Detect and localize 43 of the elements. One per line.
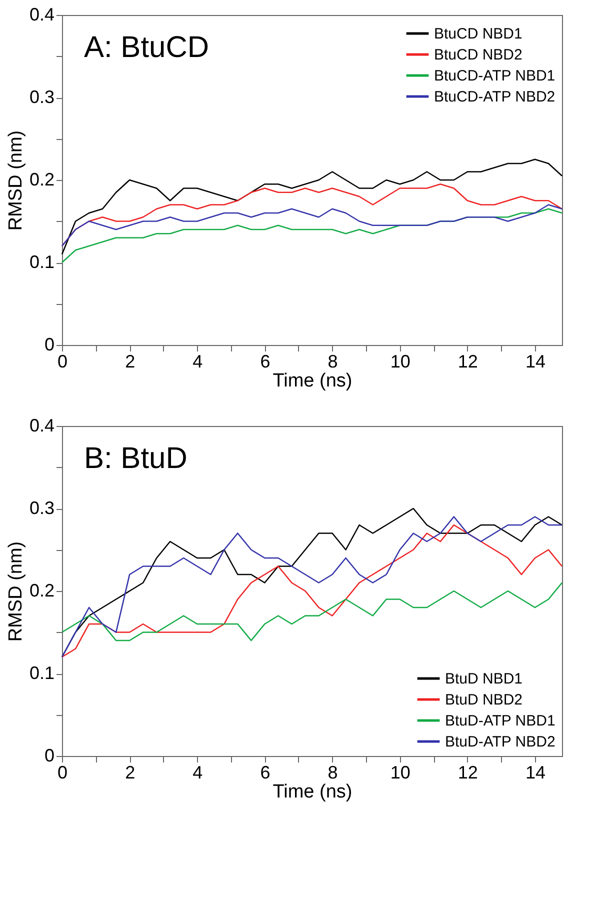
line-series [61,582,563,642]
x-tick-label: 0 [57,352,68,372]
y-tick-label: 0 [44,334,54,354]
y-tick-label: 0.1 [29,252,54,272]
x-tick-label: 8 [328,762,338,782]
y-tick-label: 0.2 [29,580,54,600]
x-tick-label: 2 [125,762,136,782]
x-tick-label: 8 [328,352,338,372]
y-axis-title: RMSD (nm) [5,541,26,642]
legend-label: BtuD-ATP NBD1 [445,712,556,730]
legend-label: BtuCD-ATP NBD2 [434,88,556,106]
y-tick-label: 0.3 [29,498,54,518]
x-axis-title: Time (ns) [272,782,352,802]
legend-label: BtuCD NBD2 [434,46,522,64]
y-tick-label: 0 [44,746,54,766]
x-tick-label: 14 [525,352,546,372]
annotation: B: BtuD [84,442,188,475]
x-tick-label: 4 [192,762,203,782]
x-tick-label: 2 [125,352,136,372]
x-axis-title: Time (ns) [272,370,352,392]
legend-label: BtuCD-ATP NBD1 [434,68,556,84]
y-tick-label: 0.3 [29,87,54,107]
y-tick-label: 0.2 [29,170,54,190]
legend-label: BtuD-ATP NBD2 [445,734,556,750]
x-tick-label: 0 [57,762,68,782]
legend-label: BtuD NBD1 [445,670,523,688]
x-tick-label: 14 [525,762,546,782]
x-tick-label: 4 [192,352,203,372]
x-tick-label: 12 [458,352,478,372]
legend-label: BtuCD NBD1 [434,26,522,42]
y-tick-label: 0.4 [29,4,54,24]
y-axis-title: RMSD (nm) [5,130,26,231]
x-tick-label: 6 [260,352,270,372]
annotation: A: BtuCD [84,31,210,64]
line-series [61,204,563,247]
legend-label: BtuD NBD2 [445,692,523,708]
x-tick-label: 10 [390,352,410,372]
y-tick-label: 0.1 [29,663,54,683]
x-tick-label: 6 [260,762,270,782]
y-tick-label: 0.4 [29,416,54,436]
line-series [61,158,563,255]
x-tick-label: 10 [390,762,410,782]
x-tick-label: 12 [458,762,478,782]
